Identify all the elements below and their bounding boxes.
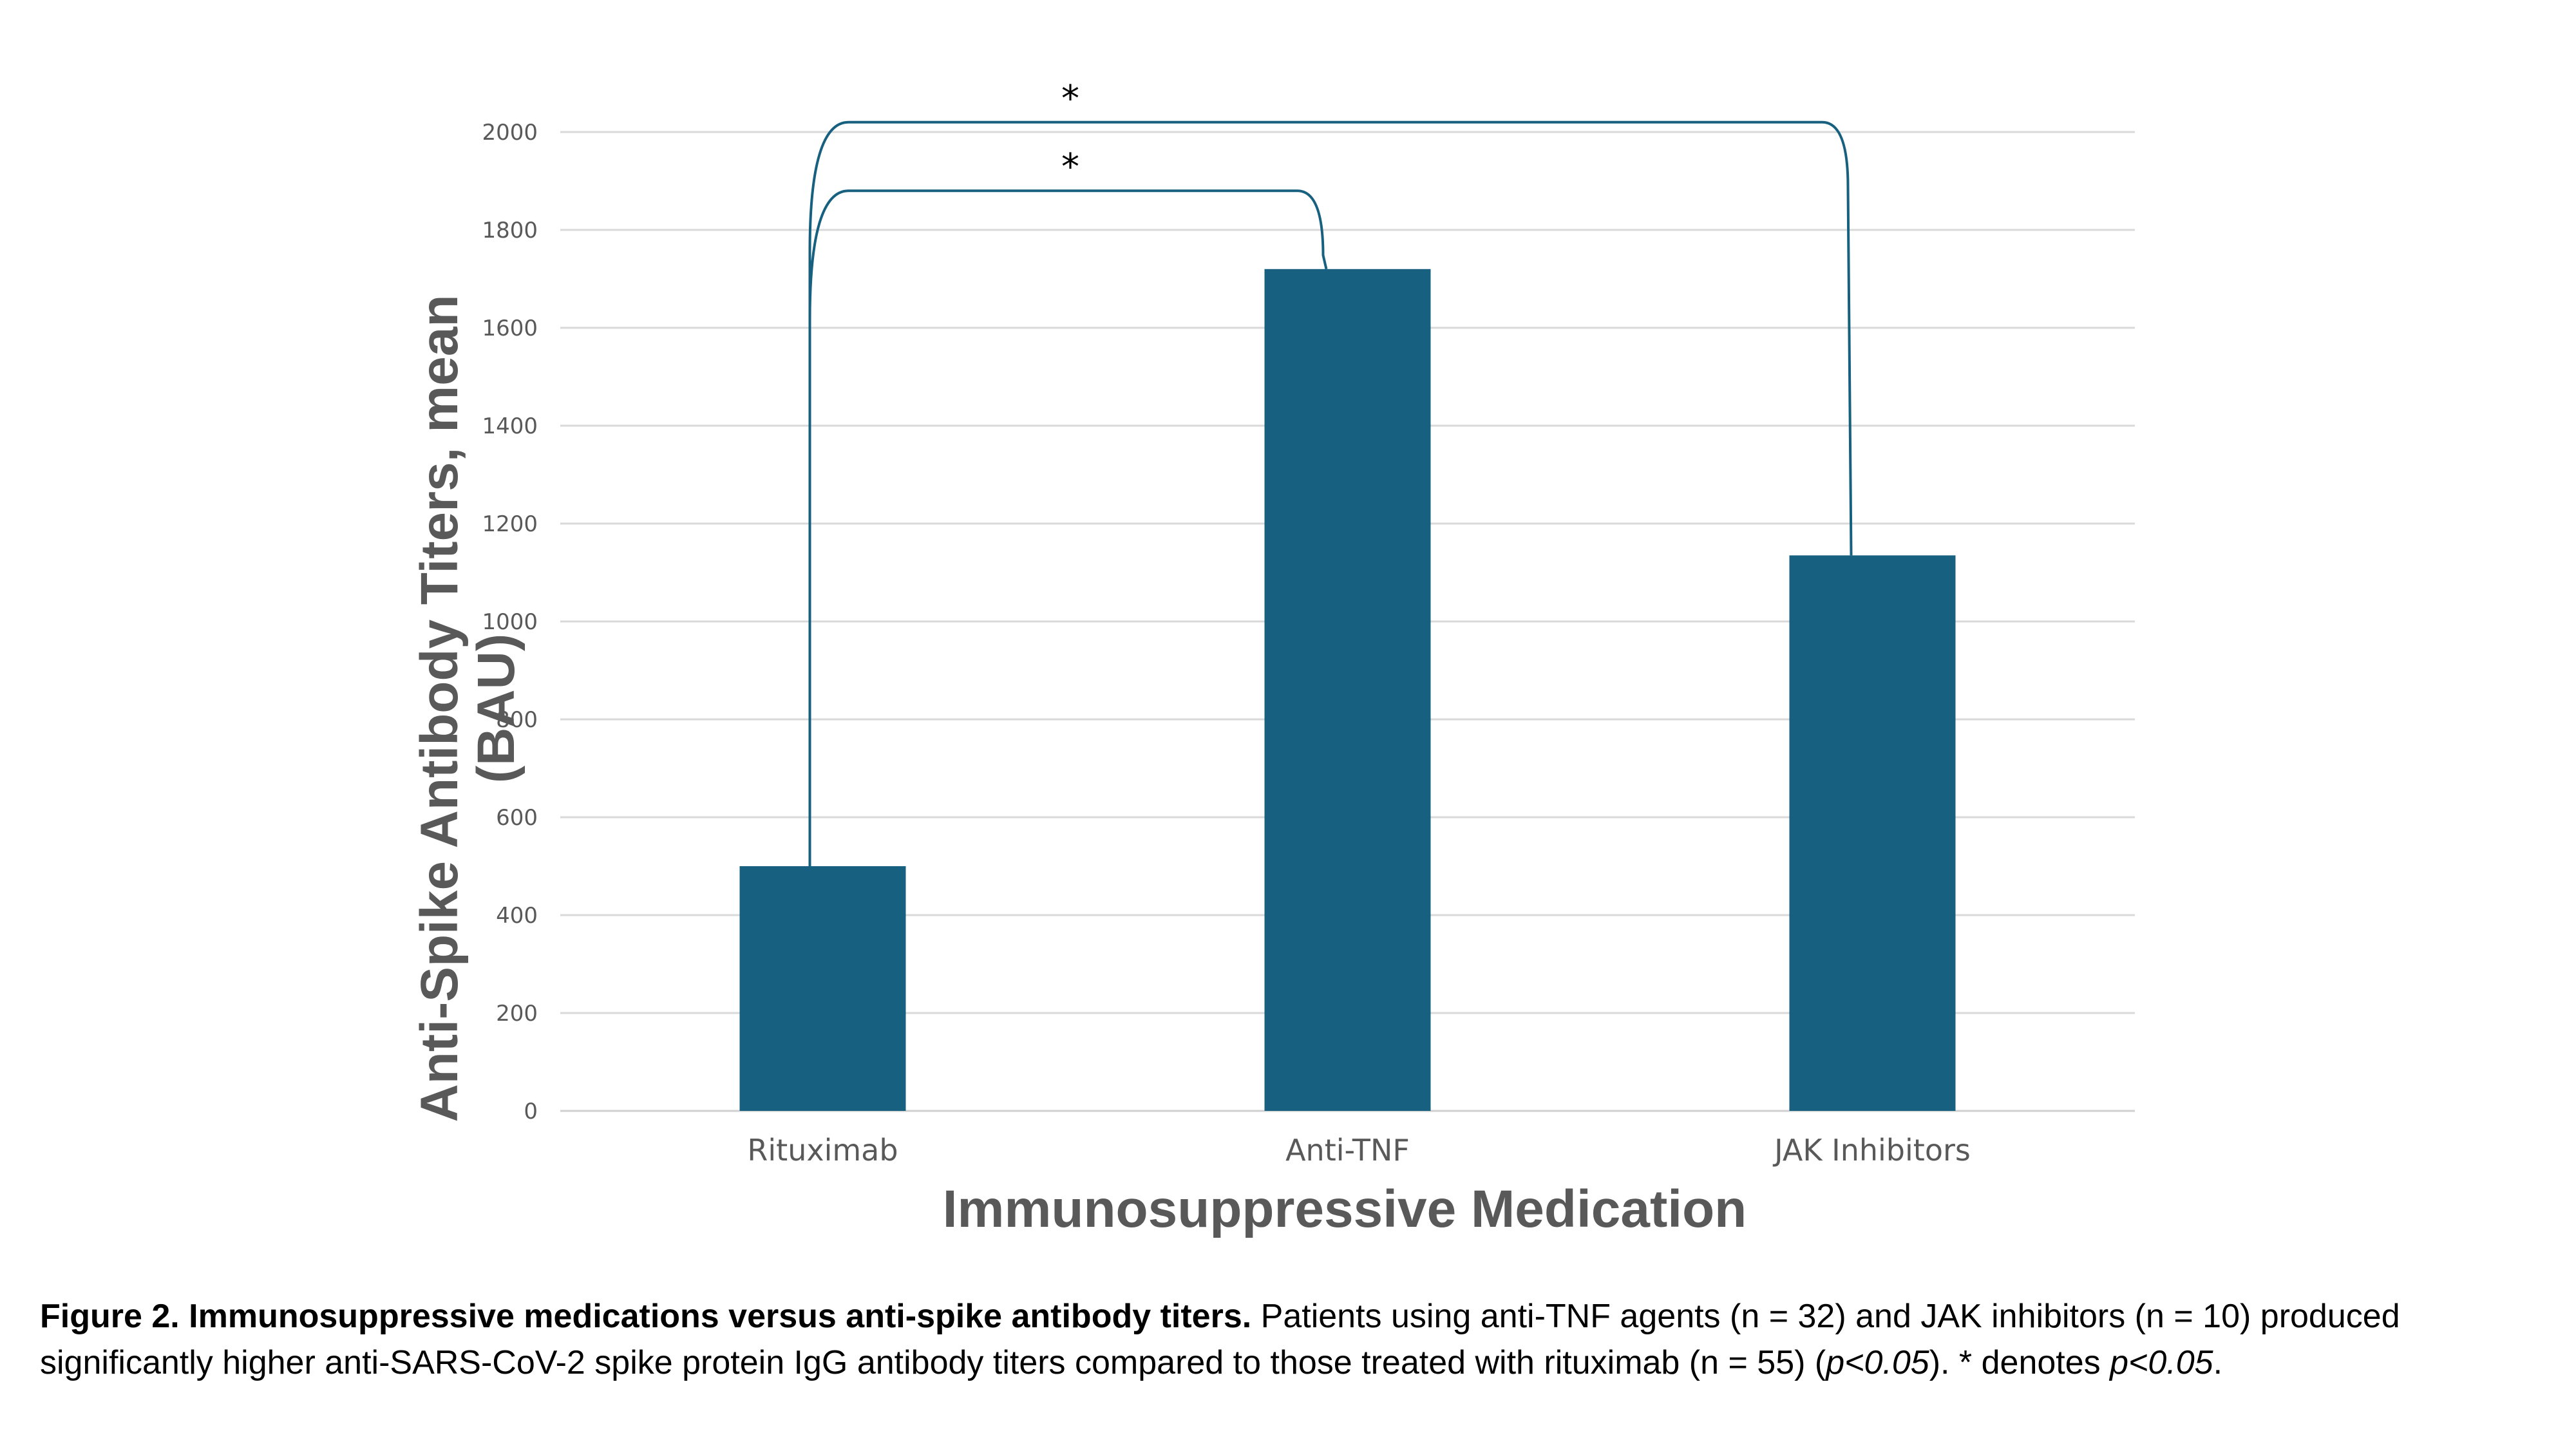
bars xyxy=(739,269,1956,1111)
y-tick-label: 200 xyxy=(496,1001,538,1027)
significance-brackets: ** xyxy=(808,78,1853,866)
bar-chart: 0 200 400 600 800 1000 1200 1400 1600 1800 2000 Ri… xyxy=(410,78,2135,1238)
y-axis-title-text: Anti-Spike Antibody Titers, mean(BAU) xyxy=(410,295,526,1122)
x-category-label: Rituximab xyxy=(747,1133,898,1168)
caption-p-value-2: p<0.05 xyxy=(2110,1344,2213,1381)
significance-bracket xyxy=(808,120,1853,583)
significance-star: * xyxy=(1061,146,1079,188)
y-tick-label: 1000 xyxy=(482,609,538,635)
y-tick-label: 800 xyxy=(496,707,538,733)
y-axis-title-line-2: (BAU) xyxy=(467,634,526,783)
y-tick-label: 1400 xyxy=(482,413,538,439)
caption-text-2: ). * denotes xyxy=(1929,1344,2110,1381)
x-category-labels: Rituximab Anti-TNF JAK Inhibitors xyxy=(747,1133,1970,1168)
significance-bracket xyxy=(808,189,1328,866)
bar-jak-inhibitors xyxy=(1789,555,1956,1111)
x-category-label: Anti-TNF xyxy=(1285,1133,1410,1168)
y-axis-title: Anti-Spike Antibody Titers, mean(BAU) xyxy=(410,295,526,1122)
y-tick-label: 600 xyxy=(496,805,538,831)
y-tick-label: 1800 xyxy=(482,218,538,243)
y-tick-label: 1600 xyxy=(482,316,538,341)
y-tick-label: 0 xyxy=(524,1099,538,1124)
y-tick-label: 1200 xyxy=(482,511,538,537)
caption-text-3: . xyxy=(2213,1344,2223,1381)
bar-rituximab xyxy=(739,866,906,1111)
caption-title: Figure 2. Immunosuppressive medications … xyxy=(40,1298,1252,1335)
x-category-label: JAK Inhibitors xyxy=(1772,1133,1971,1168)
y-tick-labels: 0 200 400 600 800 1000 1200 1400 1600 1800 2000 xyxy=(482,120,538,1124)
caption-p-value-1: p<0.05 xyxy=(1826,1344,1929,1381)
bar-anti-tnf xyxy=(1264,269,1431,1111)
significance-star: * xyxy=(1061,78,1079,120)
figure-caption: Figure 2. Immunosuppressive medications … xyxy=(40,1293,2571,1386)
y-tick-label: 2000 xyxy=(482,120,538,146)
caption-text-1: Patients using anti-TNF agents (n = 32) … xyxy=(40,1298,2400,1381)
y-tick-label: 400 xyxy=(496,903,538,929)
y-axis-title-line-1: Anti-Spike Antibody Titers, mean xyxy=(410,295,469,1122)
x-axis-title: Immunosuppressive Medication xyxy=(943,1180,1747,1238)
